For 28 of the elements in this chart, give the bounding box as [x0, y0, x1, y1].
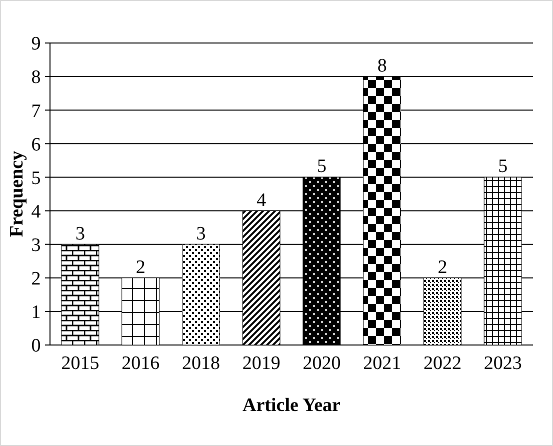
y-tick-label: 1: [31, 302, 41, 324]
data-label: 4: [256, 190, 267, 211]
y-tick-label: 8: [31, 67, 41, 88]
data-label: 8: [377, 56, 387, 77]
x-axis-title: Article Year: [242, 395, 342, 416]
x-tick-label: 2019: [242, 353, 280, 374]
x-tick-label: 2022: [423, 353, 462, 374]
data-label: 3: [196, 223, 206, 244]
y-tick-label: 7: [31, 100, 41, 122]
x-tick-label: 2015: [61, 353, 100, 374]
y-tick-label: 2: [31, 268, 41, 290]
y-tick-label: 4: [31, 201, 42, 222]
data-label: 5: [316, 156, 326, 178]
y-axis-title: Frequency: [6, 150, 28, 238]
x-tick-label: 2023: [484, 353, 522, 374]
y-tick-label: 0: [31, 336, 41, 357]
y-tick-label: 3: [31, 234, 41, 256]
y-tick-label: 9: [31, 34, 41, 55]
x-tick-label: 2021: [363, 353, 402, 374]
data-label: 2: [438, 256, 448, 278]
y-tick-label: 6: [31, 134, 41, 156]
y-tick-label: 5: [31, 168, 41, 189]
x-tick-label: 2020: [302, 353, 341, 374]
data-label: 2: [136, 256, 146, 278]
x-tick-label: 2016: [122, 353, 160, 374]
data-label: 3: [75, 223, 85, 244]
data-label: 5: [498, 156, 508, 178]
x-tick-label: 2018: [182, 353, 220, 374]
